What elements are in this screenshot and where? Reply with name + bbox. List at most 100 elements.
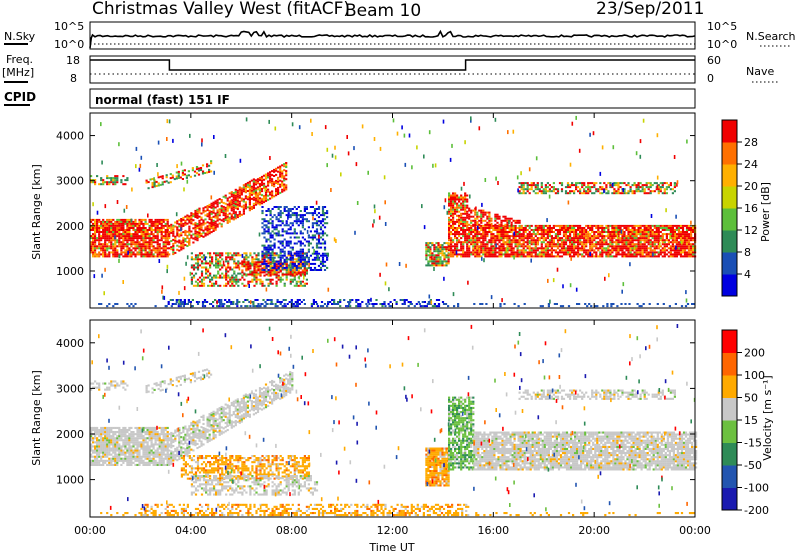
- heatmap-cell: [536, 249, 539, 252]
- heatmap-cell: [472, 249, 475, 252]
- heatmap-cell: [252, 301, 255, 303]
- heatmap-cell: [623, 241, 626, 244]
- heatmap-cell: [474, 229, 477, 231]
- heatmap-cell: [196, 256, 200, 259]
- heatmap-cell: [621, 235, 624, 238]
- heatmap-cell: [427, 254, 430, 257]
- heatmap-cell: [212, 207, 215, 210]
- heatmap-cell: [156, 253, 159, 256]
- heatmap-cell: [548, 239, 551, 242]
- heatmap-cell: [633, 255, 636, 258]
- heatmap-cell: [649, 190, 652, 193]
- heatmap-cell: [681, 231, 685, 233]
- heatmap-cell: [441, 264, 444, 267]
- heatmap-cell: [217, 264, 220, 267]
- heatmap-cell: [277, 189, 280, 191]
- heatmap-cell: [283, 169, 286, 172]
- heatmap-cell: [472, 251, 475, 254]
- heatmap-cell: [645, 241, 648, 244]
- heatmap-cell: [579, 247, 582, 250]
- heatmap-cell: [512, 247, 515, 250]
- heatmap-cell: [573, 184, 576, 187]
- heatmap-cell: [293, 262, 296, 265]
- heatmap-cell: [126, 231, 129, 233]
- heatmap-cell: [562, 247, 566, 250]
- heatmap-cell: [470, 251, 473, 254]
- heatmap-cell: [289, 236, 292, 239]
- heatmap-cell: [231, 278, 234, 281]
- heatmap-cell: [203, 299, 207, 301]
- heatmap-cell: [243, 278, 246, 281]
- nsearch-label: N.Search: [746, 30, 796, 43]
- heatmap-cell: [258, 203, 262, 206]
- heatmap-cell: [285, 242, 288, 245]
- heatmap-cell: [214, 226, 217, 229]
- heatmap-cell: [236, 214, 239, 217]
- heatmap-cell: [587, 255, 590, 258]
- heatmap-cell: [120, 253, 123, 256]
- heatmap-cell: [177, 175, 180, 177]
- heatmap-cell: [637, 186, 640, 189]
- heatmap-cell: [136, 224, 139, 227]
- heatmap-cell: [445, 242, 448, 245]
- heatmap-cell: [641, 184, 644, 187]
- heatmap-cell: [661, 224, 664, 227]
- heatmap-cell: [439, 244, 442, 247]
- heatmap-cell: [293, 242, 296, 245]
- heatmap-cell: [619, 182, 622, 185]
- heatmap-cell: [653, 243, 656, 246]
- heatmap-cell: [456, 249, 459, 252]
- heatmap-cell: [198, 225, 201, 228]
- heatmap-cell: [210, 227, 213, 230]
- heatmap-cell: [460, 241, 463, 244]
- heatmap-cell: [144, 235, 147, 238]
- heatmap-cell: [307, 250, 310, 253]
- heatmap-cell: [233, 280, 236, 283]
- heatmap-cell: [236, 208, 239, 210]
- heatmap-cell: [679, 233, 683, 236]
- heatmap-cell: [293, 267, 296, 270]
- heatmap-cell: [462, 196, 465, 199]
- heatmap-cell: [140, 239, 143, 242]
- heatmap-cell: [250, 193, 253, 196]
- heatmap-cell: [114, 245, 117, 248]
- heatmap-cell: [492, 227, 495, 229]
- heatmap-cell: [514, 255, 517, 258]
- heatmap-cell: [146, 255, 149, 258]
- heatmap-cell: [104, 245, 107, 248]
- heatmap-cell: [269, 261, 272, 264]
- heatmap-cell: [114, 241, 117, 244]
- heatmap-cell: [637, 229, 640, 231]
- heatmap-cell: [134, 255, 137, 258]
- heatmap-cell: [460, 233, 463, 236]
- heatmap-cell: [313, 212, 317, 215]
- heatmap-cell: [178, 241, 181, 244]
- heatmap-cell: [480, 241, 483, 244]
- heatmap-cell: [284, 299, 287, 301]
- heatmap-cell: [204, 222, 207, 225]
- heatmap-cell: [627, 237, 630, 240]
- heatmap-cell: [220, 219, 223, 222]
- heatmap-cell: [124, 249, 127, 252]
- heatmap-cell: [625, 255, 628, 258]
- heatmap-cell: [102, 181, 105, 184]
- heatmap-cell: [305, 282, 308, 285]
- heatmap-cell: [468, 251, 471, 254]
- heatmap-cell: [285, 172, 288, 175]
- heatmap-cell: [490, 247, 493, 250]
- heatmap-cell: [130, 233, 133, 236]
- heatmap-cell: [243, 284, 246, 287]
- heatmap-cell: [643, 229, 646, 231]
- heatmap-cell: [267, 220, 270, 223]
- heatmap-cell: [498, 215, 501, 218]
- heatmap-cell: [94, 237, 97, 240]
- heatmap-cell: [273, 226, 276, 229]
- heatmap-cell: [587, 253, 590, 256]
- heatmap-cell: [134, 233, 137, 236]
- heatmap-cell: [303, 267, 306, 270]
- heatmap-cell: [311, 224, 314, 227]
- heatmap-cell: [653, 253, 656, 256]
- heatmap-cell: [504, 215, 507, 218]
- heatmap-cell: [564, 224, 568, 227]
- heatmap-cell: [468, 215, 471, 218]
